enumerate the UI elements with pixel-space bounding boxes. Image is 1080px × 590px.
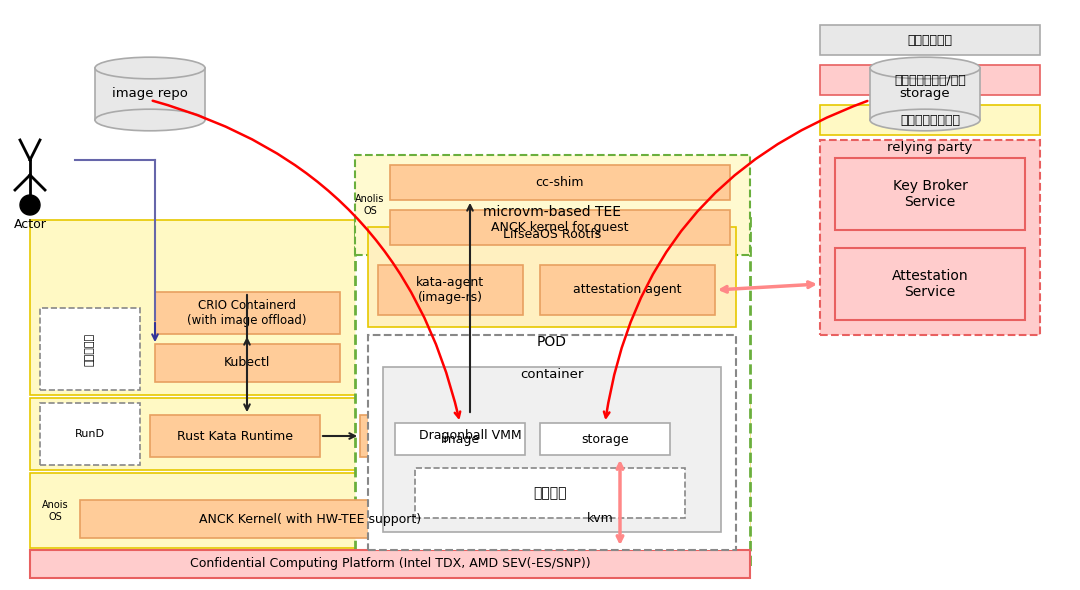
FancyBboxPatch shape [156, 292, 340, 334]
Ellipse shape [870, 109, 980, 131]
FancyBboxPatch shape [820, 65, 1040, 95]
FancyBboxPatch shape [540, 265, 715, 315]
Text: Kubectl: Kubectl [224, 356, 270, 369]
FancyBboxPatch shape [156, 344, 340, 382]
FancyBboxPatch shape [80, 500, 540, 538]
Text: Attestation
Service: Attestation Service [892, 269, 969, 299]
Text: image repo: image repo [112, 87, 188, 100]
Text: kvm: kvm [586, 513, 613, 526]
Ellipse shape [95, 57, 205, 79]
FancyBboxPatch shape [30, 550, 750, 578]
FancyBboxPatch shape [835, 158, 1025, 230]
Text: Anois
OS: Anois OS [42, 500, 68, 522]
FancyBboxPatch shape [820, 105, 1040, 135]
FancyBboxPatch shape [540, 423, 670, 455]
FancyBboxPatch shape [820, 25, 1040, 55]
Text: attestation agent: attestation agent [572, 284, 681, 297]
Text: Anolis
OS: Anolis OS [355, 194, 384, 216]
Text: cc-shim: cc-shim [536, 176, 584, 189]
Text: image: image [441, 432, 480, 445]
Text: RunD: RunD [75, 429, 105, 439]
Text: Confidential Computing Platform (Intel TDX, AMD SEV(-ES/SNP)): Confidential Computing Platform (Intel T… [190, 558, 591, 571]
FancyBboxPatch shape [95, 68, 205, 120]
FancyBboxPatch shape [835, 248, 1025, 320]
Text: container: container [521, 369, 583, 382]
Text: Actor: Actor [14, 218, 46, 231]
Text: Key Broker
Service: Key Broker Service [892, 179, 968, 209]
Text: 云原生套件: 云原生套件 [85, 332, 95, 366]
FancyBboxPatch shape [150, 415, 320, 457]
Text: storage: storage [581, 432, 629, 445]
Text: ANCK kernel for guest: ANCK kernel for guest [491, 221, 629, 234]
FancyBboxPatch shape [555, 500, 645, 538]
Circle shape [21, 195, 40, 215]
Text: ANCK Kernel( with HW-TEE support): ANCK Kernel( with HW-TEE support) [199, 513, 421, 526]
Text: POD: POD [537, 335, 567, 349]
Ellipse shape [95, 109, 205, 131]
FancyBboxPatch shape [870, 68, 980, 120]
Text: 解决方案包含部分: 解决方案包含部分 [900, 113, 960, 126]
Text: relying party: relying party [888, 140, 973, 153]
FancyBboxPatch shape [390, 210, 730, 245]
FancyBboxPatch shape [40, 403, 140, 465]
Text: 可信第三方提供/认证: 可信第三方提供/认证 [894, 74, 966, 87]
FancyBboxPatch shape [368, 227, 735, 327]
FancyBboxPatch shape [415, 468, 685, 518]
Text: LifseaOS Rootfs: LifseaOS Rootfs [503, 228, 602, 241]
Ellipse shape [870, 57, 980, 79]
FancyBboxPatch shape [30, 473, 750, 548]
FancyBboxPatch shape [360, 415, 580, 457]
Text: 业务负载: 业务负载 [534, 486, 567, 500]
FancyBboxPatch shape [355, 155, 750, 255]
FancyBboxPatch shape [30, 398, 750, 470]
Text: kata-agent
(image-rs): kata-agent (image-rs) [416, 276, 484, 304]
Text: storage: storage [900, 87, 950, 100]
FancyBboxPatch shape [395, 423, 525, 455]
FancyBboxPatch shape [378, 265, 523, 315]
Text: Dragonball VMM: Dragonball VMM [419, 430, 522, 442]
Text: 用户维护部分: 用户维护部分 [907, 34, 953, 47]
FancyBboxPatch shape [390, 165, 730, 200]
FancyBboxPatch shape [820, 140, 1040, 335]
FancyBboxPatch shape [40, 308, 140, 390]
FancyBboxPatch shape [383, 367, 721, 532]
FancyBboxPatch shape [368, 335, 735, 550]
Text: microvm-based TEE: microvm-based TEE [483, 205, 621, 219]
Text: CRIO Containerd
(with image offload): CRIO Containerd (with image offload) [187, 299, 307, 327]
FancyBboxPatch shape [30, 220, 360, 395]
FancyBboxPatch shape [355, 213, 750, 568]
Text: Rust Kata Runtime: Rust Kata Runtime [177, 430, 293, 442]
